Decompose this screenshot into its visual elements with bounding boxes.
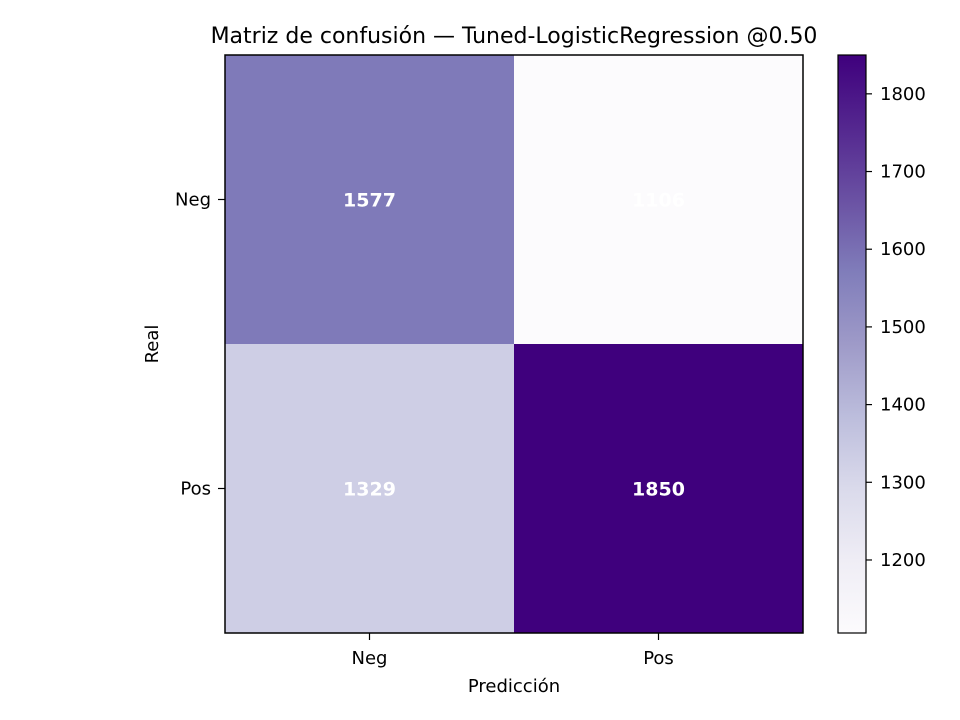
y-axis-label: Real <box>142 325 163 364</box>
cell-value-label: 1850 <box>632 479 685 501</box>
colorbar-tick-label: 1700 <box>880 162 926 183</box>
heatmap-cell-pos-pos <box>514 344 803 633</box>
axis-ticks: Neg Pos Neg Pos <box>175 190 674 670</box>
heatmap-cell-neg-pos <box>514 55 803 344</box>
x-tick-label: Pos <box>643 648 674 669</box>
colorbar-ticks: 1200 1300 1400 1500 1600 1700 1800 <box>866 84 926 571</box>
heatmap-cells: 1577 1106 1329 1850 <box>225 55 803 633</box>
colorbar-tick-label: 1300 <box>880 472 926 493</box>
cell-value-label: 1106 <box>632 190 685 212</box>
chart-title: Matriz de confusión — Tuned-LogisticRegr… <box>211 24 818 49</box>
heatmap-cell-pos-neg <box>225 344 514 633</box>
plot-frame <box>224 54 804 634</box>
colorbar-tick-label: 1400 <box>880 395 926 416</box>
colorbar-tick-label: 1500 <box>880 317 926 338</box>
y-tick-label: Pos <box>180 479 211 500</box>
y-tick-label: Neg <box>175 190 211 211</box>
x-axis-label: Predicción <box>468 676 560 697</box>
colorbar-tick-label: 1200 <box>880 550 926 571</box>
colorbar-tick-label: 1800 <box>880 84 926 105</box>
colorbar <box>837 54 867 634</box>
cell-value-label: 1577 <box>343 190 396 212</box>
colorbar-tick-label: 1600 <box>880 239 926 260</box>
x-tick-label: Neg <box>352 648 388 669</box>
heatmap-cell-neg-neg <box>225 55 514 344</box>
cell-value-label: 1329 <box>343 479 396 501</box>
